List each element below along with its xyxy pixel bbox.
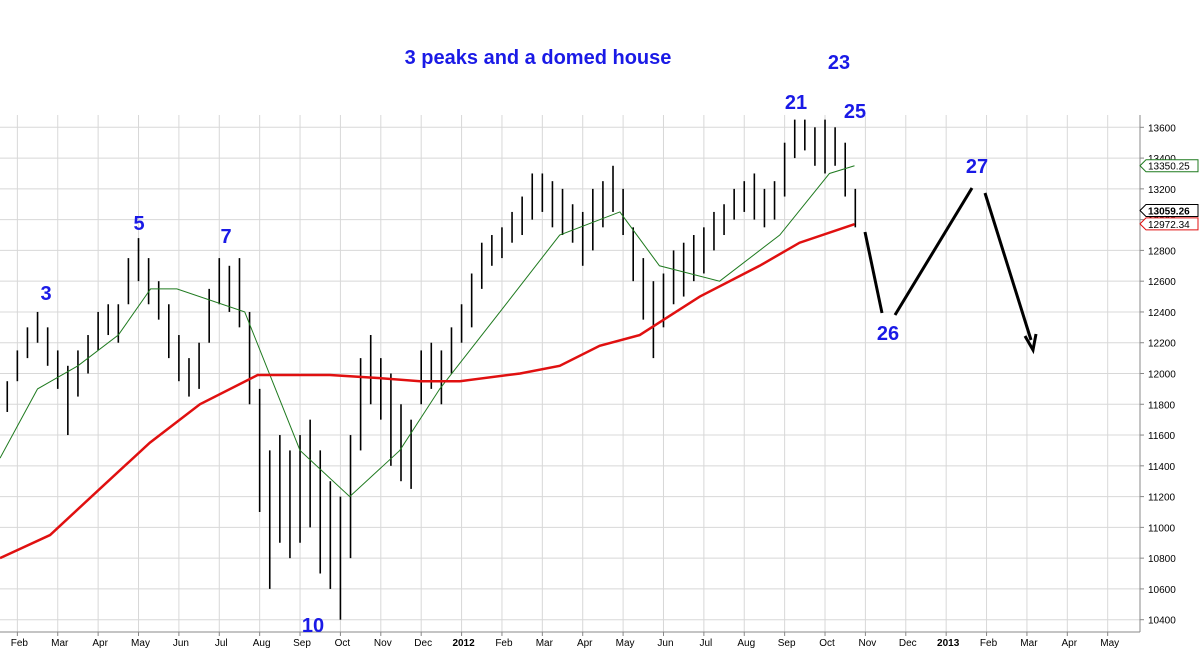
annotation: 27 bbox=[966, 156, 988, 178]
x-tick-label: Oct bbox=[335, 638, 351, 649]
x-tick-label: May bbox=[1100, 638, 1119, 649]
projection-line bbox=[983, 192, 1033, 341]
x-tick-label: Mar bbox=[1020, 638, 1038, 649]
x-tick-label: Mar bbox=[51, 638, 69, 649]
annotation: 23 bbox=[828, 52, 850, 74]
x-tick-label: Feb bbox=[980, 638, 998, 649]
y-tick-label: 12600 bbox=[1148, 277, 1176, 288]
price-tag-box bbox=[1139, 159, 1199, 173]
y-tick-label: 11600 bbox=[1148, 431, 1176, 442]
y-tick-label: 10800 bbox=[1148, 554, 1176, 565]
annotation: 5 bbox=[133, 213, 144, 235]
y-tick-label: 11400 bbox=[1148, 462, 1176, 473]
plot bbox=[0, 119, 857, 620]
x-tick-label: Sep bbox=[778, 638, 796, 649]
x-tick-label: 2012 bbox=[452, 638, 475, 649]
x-tick-label: Sep bbox=[293, 638, 311, 649]
projection-line bbox=[893, 187, 974, 316]
x-tick-label: Jul bbox=[699, 638, 712, 649]
x-tick-label: Apr bbox=[577, 638, 593, 649]
x-tick-label: Apr bbox=[92, 638, 108, 649]
x-tick-label: May bbox=[616, 638, 635, 649]
projection bbox=[863, 187, 1038, 355]
price-tag-label: 13350.25 bbox=[1148, 162, 1190, 173]
x-tick-label: Nov bbox=[374, 638, 392, 649]
y-tick-label: 11200 bbox=[1148, 493, 1176, 504]
annotation: 10 bbox=[302, 615, 324, 637]
x-tick-label: Jun bbox=[173, 638, 189, 649]
chart-title: 3 peaks and a domed house bbox=[405, 47, 672, 69]
y-tick-label: 12200 bbox=[1148, 339, 1176, 350]
price-tag-box bbox=[1139, 217, 1199, 231]
annotation: 7 bbox=[220, 226, 231, 248]
x-tick-label: Nov bbox=[859, 638, 877, 649]
x-tick-label: Feb bbox=[11, 638, 29, 649]
y-tick-label: 12400 bbox=[1148, 308, 1176, 319]
y-tick-label: 13200 bbox=[1148, 185, 1176, 196]
annotation: 3 bbox=[40, 283, 51, 305]
grid bbox=[0, 115, 1140, 632]
price-tag-box bbox=[1139, 204, 1199, 218]
x-tick-label: Dec bbox=[414, 638, 432, 649]
x-tick-label: Feb bbox=[495, 638, 513, 649]
x-tick-label: 2013 bbox=[937, 638, 960, 649]
price-tag-label: 12972.34 bbox=[1148, 220, 1190, 231]
moving-average bbox=[0, 165, 855, 498]
x-tick-label: Jun bbox=[657, 638, 673, 649]
x-tick-label: Oct bbox=[819, 638, 835, 649]
x-tick-label: Aug bbox=[253, 638, 271, 649]
y-tick-label: 12000 bbox=[1148, 370, 1176, 381]
x-tick-label: Aug bbox=[737, 638, 755, 649]
y-tick-label: 11000 bbox=[1148, 523, 1176, 534]
x-tick-label: Dec bbox=[899, 638, 917, 649]
y-tick-label: 13600 bbox=[1148, 123, 1176, 134]
moving-average bbox=[0, 223, 855, 560]
annotation: 25 bbox=[844, 101, 866, 123]
x-tick-label: Mar bbox=[536, 638, 554, 649]
x-tick-label: Jul bbox=[215, 638, 228, 649]
price-tag-label: 13059.26 bbox=[1148, 207, 1190, 218]
arrow-head bbox=[1023, 333, 1038, 355]
y-tick-label: 10600 bbox=[1148, 585, 1176, 596]
x-tick-label: Apr bbox=[1062, 638, 1078, 649]
x-tick-label: May bbox=[131, 638, 150, 649]
y-tick-label: 11800 bbox=[1148, 400, 1176, 411]
annotation: 21 bbox=[785, 92, 807, 114]
annotation: 26 bbox=[877, 323, 899, 345]
projection-line bbox=[863, 231, 884, 314]
y-tick-label: 10400 bbox=[1148, 616, 1176, 627]
y-tick-label: 12800 bbox=[1148, 246, 1176, 257]
